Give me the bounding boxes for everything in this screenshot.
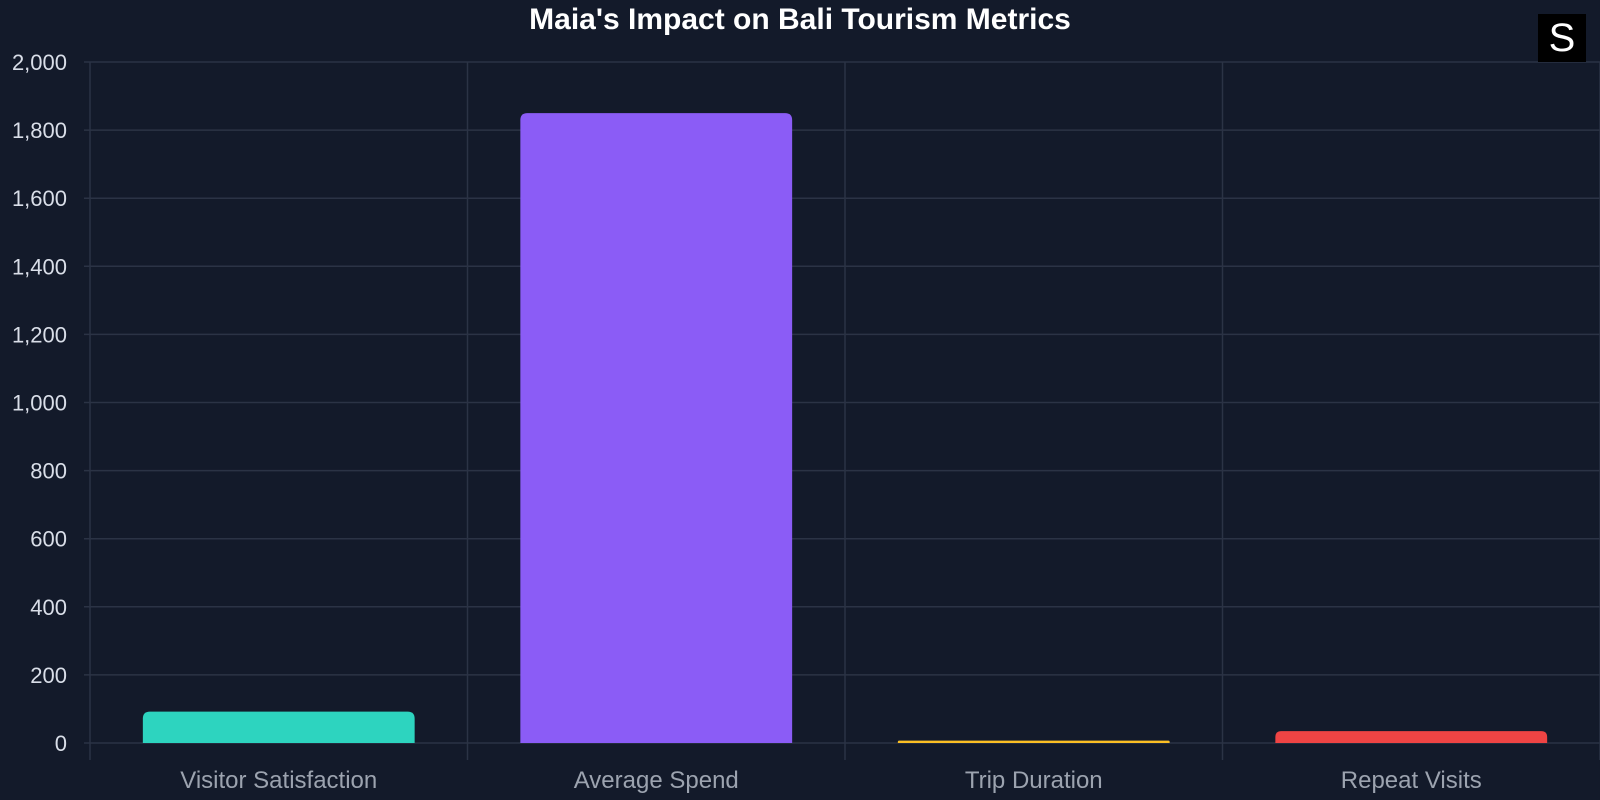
x-tick-label: Trip Duration bbox=[965, 767, 1103, 794]
y-tick-label: 2,000 bbox=[12, 50, 67, 75]
y-tick-label: 1,000 bbox=[12, 391, 67, 416]
y-axis-ticks: 0 200 400 600 800 1,000 1,200 1,400 1,600 1,800 2,… bbox=[12, 50, 67, 756]
x-tick-label: Average Spend bbox=[574, 767, 739, 794]
bar-trip-duration bbox=[897, 740, 1170, 743]
y-tick-label: 1,800 bbox=[12, 118, 67, 143]
x-axis-labels: Visitor Satisfaction Average Spend Trip Du… bbox=[180, 767, 1481, 794]
y-tick-label: 200 bbox=[30, 663, 67, 688]
y-tick-label: 800 bbox=[30, 459, 67, 484]
grid-lines bbox=[84, 61, 1600, 760]
x-tick-label: Repeat Visits bbox=[1341, 767, 1482, 794]
bars bbox=[142, 113, 1548, 743]
bar-average-spend bbox=[520, 113, 793, 743]
bar-repeat-visits bbox=[1275, 731, 1548, 743]
y-tick-label: 1,600 bbox=[12, 186, 67, 211]
bar-visitor-satisfaction bbox=[142, 711, 415, 743]
y-tick-label: 600 bbox=[30, 527, 67, 552]
y-tick-label: 0 bbox=[55, 731, 67, 756]
chart-title: Maia's Impact on Bali Tourism Metrics bbox=[529, 3, 1071, 36]
y-tick-label: 400 bbox=[30, 595, 67, 620]
x-tick-label: Visitor Satisfaction bbox=[180, 767, 377, 794]
y-tick-label: 1,200 bbox=[12, 322, 67, 347]
y-tick-label: 1,400 bbox=[12, 254, 67, 279]
app-logo-badge: S bbox=[1538, 14, 1586, 62]
